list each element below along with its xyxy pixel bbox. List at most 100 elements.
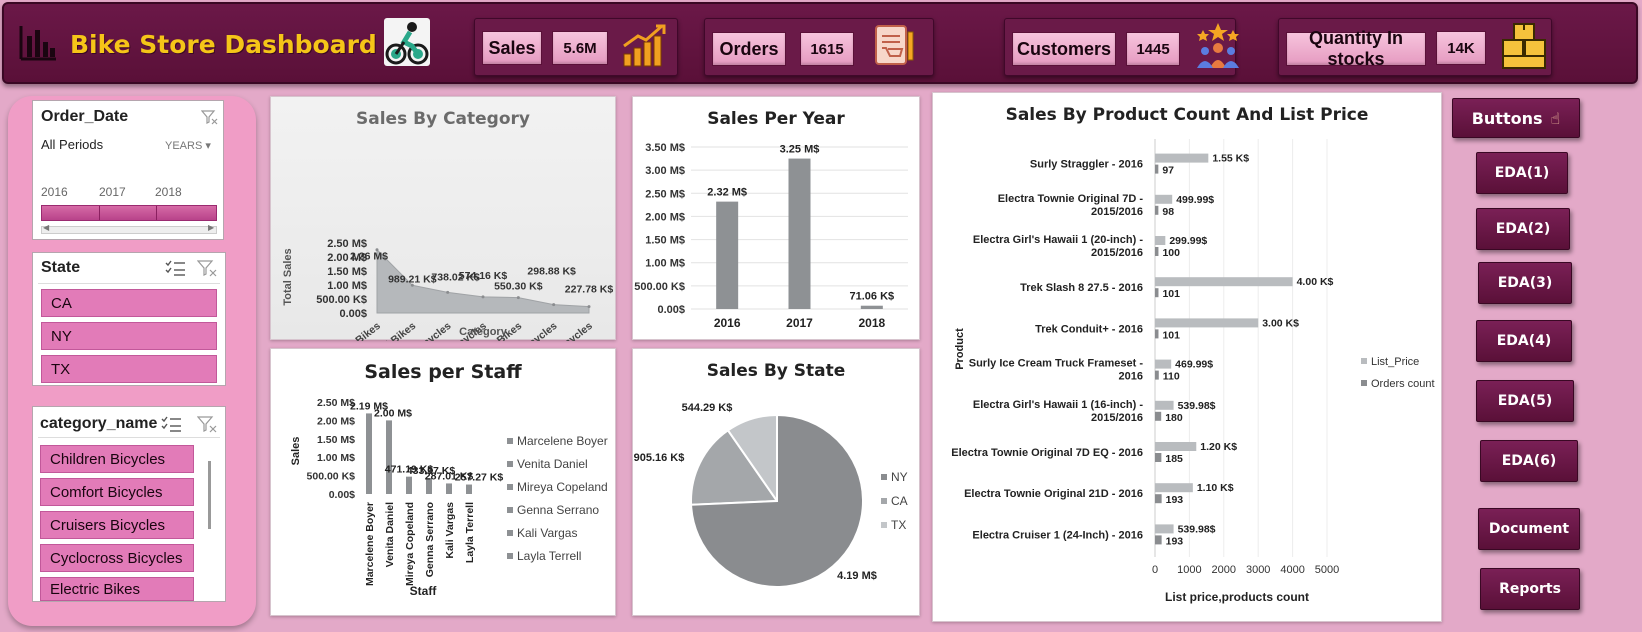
y-tick-label: Trek Conduit+ - 2016 [1035, 323, 1143, 335]
kpi-stock-value: 14K [1436, 31, 1486, 65]
y-tick-label: Electra Girl's Hawaii 1 (16-inch) - [973, 399, 1143, 411]
y-tick-label: 2.50 M$ [327, 238, 367, 250]
data-label: 469.99$ [1175, 359, 1213, 371]
legend-label: Orders count [1371, 378, 1435, 390]
state-item-tx[interactable]: TX [41, 355, 217, 383]
category-slicer: category_name Children Bicycles Comfort … [32, 406, 226, 602]
data-label: 2.00 M$ [374, 407, 412, 419]
data-label: 550.30 K$ [494, 281, 543, 293]
clear-filter-icon[interactable] [197, 415, 217, 433]
y-tick-label: 0.00$ [657, 304, 685, 316]
y-tick-label: 0.00$ [329, 489, 355, 501]
clear-filter-icon[interactable] [197, 259, 217, 277]
y-tick-label: 1.50 M$ [327, 266, 367, 278]
legend-label: CA [891, 494, 908, 508]
bar-list-price [1155, 194, 1173, 204]
data-label: 100 [1162, 247, 1180, 259]
category-item[interactable]: Cruisers Bicycles [40, 511, 194, 539]
bar-orders-count [1155, 329, 1159, 339]
chart-title: Sales By State [706, 361, 846, 381]
timeline-scrollbar[interactable]: ◀ ▶ [41, 223, 217, 234]
data-label: 193 [1166, 535, 1184, 547]
legend-swatch [1361, 358, 1367, 364]
eda6-button[interactable]: EDA(6) [1480, 440, 1578, 482]
state-slicer-title: State [41, 259, 81, 276]
y-tick-label: 500.00 K$ [307, 471, 356, 483]
data-label: 193 [1166, 494, 1184, 506]
product-count-price-chart: 0 1000 2000 3000 4000 5000 1.55 K$ 97 Surly Stra… [951, 139, 1435, 604]
data-label: 3.25 M$ [780, 144, 820, 156]
data-label: 1.20 K$ [1200, 441, 1237, 453]
bar [446, 483, 452, 494]
category-item[interactable]: Electric Bikes [40, 577, 194, 601]
timeline-level-dropdown[interactable]: YEARS ▾ [165, 139, 211, 152]
eda1-button[interactable]: EDA(1) [1476, 152, 1568, 194]
bar-list-price [1155, 359, 1172, 369]
eda4-button[interactable]: EDA(4) [1476, 320, 1572, 362]
category-item[interactable]: Children Bicycles [40, 445, 194, 473]
category-item[interactable]: Comfort Bicycles [40, 478, 194, 506]
data-label: 180 [1165, 412, 1183, 424]
legend-label: TX [891, 518, 906, 532]
timeline-year-2018[interactable]: 2018 [155, 185, 182, 199]
bar [860, 305, 883, 309]
y-tick-label: Electra Townie Original 7D EQ - 2016 [951, 447, 1143, 459]
dashboard-title: Bike Store Dashboard [70, 30, 377, 59]
bar-orders-count [1155, 494, 1162, 504]
y-tick-label: Electra Townie Original 21D - 2016 [964, 488, 1143, 500]
eda2-button[interactable]: EDA(2) [1476, 208, 1570, 250]
kpi-sales-value: 5.6M [552, 31, 608, 65]
state-item-ca[interactable]: CA [41, 289, 217, 317]
slicer-scrollbar[interactable] [208, 461, 211, 529]
bar-orders-count [1155, 247, 1159, 256]
multi-select-icon[interactable] [165, 259, 187, 277]
legend-swatch [507, 484, 513, 490]
data-label: 98 [1162, 206, 1174, 218]
x-tick-label: Genna Serrano [424, 502, 436, 577]
scroll-left-icon[interactable]: ◀ [43, 223, 50, 232]
document-button[interactable]: Document [1478, 508, 1580, 550]
timeline-selection-bar[interactable] [41, 205, 217, 221]
x-tick-label: 2000 [1212, 564, 1236, 576]
x-tick-label: Layla Terrell [464, 502, 476, 563]
state-item-ny[interactable]: NY [41, 322, 217, 350]
bar-list-price [1155, 236, 1166, 245]
area-point [375, 248, 379, 252]
y-tick-label: Trek Slash 8 27.5 - 2016 [1020, 282, 1143, 294]
x-tick-label: 2018 [858, 316, 885, 330]
area-point [587, 305, 591, 309]
x-tick-label: Mountain Bikes [314, 320, 383, 341]
pie-slice [690, 428, 779, 506]
multi-select-icon[interactable] [161, 415, 183, 433]
scroll-right-icon[interactable]: ▶ [208, 223, 215, 232]
legend-label: Venita Daniel [517, 457, 588, 471]
bar-growth-icon [623, 24, 666, 67]
category-item[interactable]: Cyclocross Bicycles [40, 544, 194, 572]
boxes-stock-icon [1502, 23, 1546, 69]
data-label: 539.98$ [1178, 523, 1216, 535]
bar-list-price [1155, 524, 1174, 534]
y-tick-label: Electra Girl's Hawaii 1 (20-inch) - [973, 234, 1143, 246]
timeline-year-2017[interactable]: 2017 [99, 185, 126, 199]
y-tick-label: 2.00 M$ [327, 252, 367, 264]
dashboard-header: Bike Store Dashboard Sales 5.6M Orders 1… [2, 2, 1638, 84]
order-date-slicer-title: Order_Date [41, 108, 129, 125]
data-label: 738.02 K$ [431, 271, 480, 283]
eda5-button[interactable]: EDA(5) [1476, 380, 1574, 422]
clear-filter-icon[interactable] [201, 109, 219, 125]
eda3-button[interactable]: EDA(3) [1478, 262, 1572, 304]
reports-button[interactable]: Reports [1480, 568, 1580, 610]
y-tick-label: 2.50 M$ [645, 188, 685, 200]
sales-by-category-chart: 0.00$ 500.00 K$ 1.00 M$ 1.50 M$ 2.00 M$ 2.50 … [282, 238, 613, 341]
legend-label: Marcelene Boyer [517, 434, 608, 448]
data-label: 287.01 K$ [425, 470, 474, 482]
y-tick-label: 2015/2016 [1091, 412, 1143, 424]
data-label: 185 [1165, 453, 1183, 465]
kpi-stock-label: Quantity In stocks [1286, 28, 1426, 69]
sales-per-year-panel: Sales Per Year 0.00$ 500.00 K$ 1.00 M$ 1.50… [632, 96, 920, 340]
y-tick-label: 1.50 M$ [645, 235, 685, 247]
timeline-year-2016[interactable]: 2016 [41, 185, 68, 199]
x-tick-label: 2016 [714, 316, 741, 330]
data-label: 1.55 K$ [1212, 153, 1249, 165]
legend-swatch [881, 474, 887, 480]
